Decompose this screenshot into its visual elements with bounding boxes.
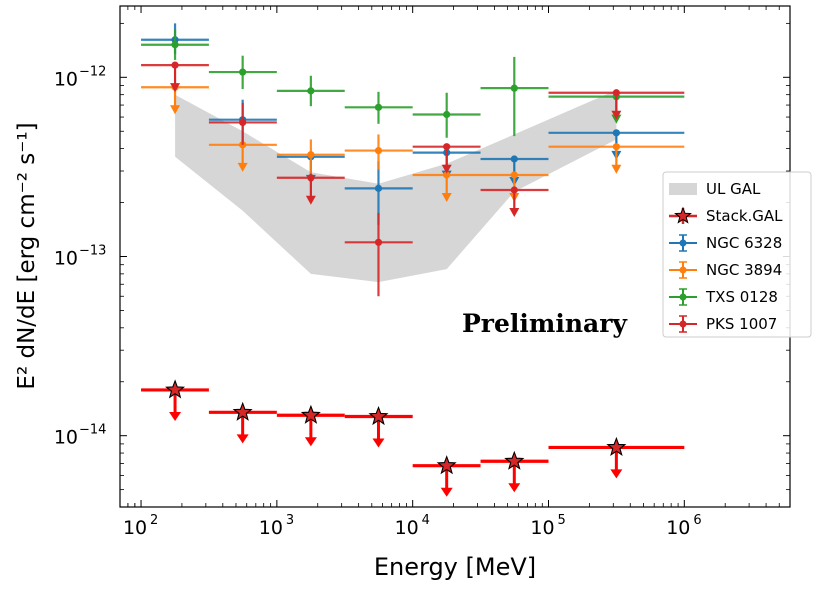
ul-arrow-pks-1007-2	[305, 195, 316, 205]
point-pks-1007-6	[612, 89, 620, 97]
ul-arrow-stack-gal-4	[440, 487, 453, 497]
ul-arrow-pks-1007-5	[509, 208, 520, 218]
legend-entries: UL GAL Stack.GAL NGC 6328 NGC 3894 TXS 0128 P…	[669, 180, 783, 333]
x-tick-exp-4: 4	[422, 513, 430, 528]
legend-swatch-dot	[679, 239, 687, 247]
x-tick-label-4: 10	[395, 517, 419, 539]
preliminary-annotation: Preliminary	[462, 309, 628, 338]
legend-label-ngc-3894: NGC 3894	[706, 261, 782, 279]
x-tick-exp-3: 3	[286, 513, 294, 528]
ul-arrow-pks-1007-4	[441, 164, 452, 174]
ul-gal-band-layer	[175, 90, 617, 283]
star-point-1	[232, 401, 253, 421]
ul-arrow-stack-gal-1	[236, 434, 249, 444]
star-point-4	[436, 455, 457, 475]
legend-entry-ngc-3894: NGC 3894	[669, 261, 782, 279]
legend-label-stack-gal: Stack.GAL	[706, 207, 783, 225]
ul-arrow-pks-1007-6	[611, 110, 622, 120]
x-tick-label-5: 10	[530, 517, 554, 539]
point-ngc-3894-4	[443, 171, 451, 179]
x-tick-label-6: 10	[666, 517, 690, 539]
y-tick-label--13: 10	[54, 248, 78, 270]
series-layer	[141, 23, 685, 497]
x-tick-label-2: 10	[123, 517, 147, 539]
point-ngc-3894-5	[510, 171, 518, 179]
y-tick-exp--12: −12	[79, 64, 106, 79]
ul-arrow-ngc-3894-4	[441, 192, 452, 202]
point-ngc-6328-6	[612, 129, 620, 137]
point-txs-0128-2	[307, 87, 315, 95]
ul-arrow-stack-gal-6	[610, 469, 623, 479]
x-tick-exp-6: 6	[693, 513, 701, 528]
ul-arrow-ngc-3894-6	[611, 164, 622, 174]
legend-entry-ngc-6328: NGC 6328	[669, 234, 782, 252]
point-pks-1007-2	[307, 174, 315, 182]
point-txs-0128-5	[510, 84, 518, 92]
ul-gal-band	[175, 90, 617, 283]
legend-label-pks-1007: PKS 1007	[706, 315, 777, 333]
series-pks-1007	[141, 61, 685, 297]
legend-label-txs-0128: TXS 0128	[705, 288, 778, 306]
x-tick-label-3: 10	[259, 517, 283, 539]
point-ngc-6328-3	[374, 184, 383, 192]
ul-arrow-stack-gal-0	[169, 411, 182, 421]
legend-label-ul-gal: UL GAL	[706, 180, 761, 198]
point-txs-0128-3	[374, 103, 383, 111]
y-tick-label--14: 10	[54, 427, 78, 449]
star-point-5	[504, 450, 525, 470]
legend-swatch-star	[674, 206, 692, 224]
legend-swatch-band	[669, 183, 697, 195]
x-tick-exp-5: 5	[557, 513, 565, 528]
point-pks-1007-4	[443, 143, 451, 151]
point-pks-1007-5	[510, 186, 518, 194]
point-ngc-3894-2	[307, 151, 315, 159]
point-pks-1007-0	[171, 61, 179, 69]
y-axis-label: E² dN/dE [erg cm⁻² s⁻¹]	[14, 122, 40, 389]
legend-swatch-dot	[679, 320, 687, 328]
legend-entry-stack-gal: Stack.GAL	[669, 206, 783, 225]
star-point-2	[300, 404, 321, 424]
legend-swatch-dot	[679, 266, 687, 274]
legend-entry-txs-0128: TXS 0128	[669, 288, 778, 306]
ul-arrow-stack-gal-2	[304, 437, 317, 447]
star-point-6	[606, 436, 627, 456]
legend-label-ngc-6328: NGC 6328	[706, 234, 782, 252]
point-ngc-3894-6	[612, 143, 620, 151]
ul-arrow-stack-gal-5	[508, 483, 521, 493]
ul-arrow-ngc-3894-0	[170, 105, 181, 115]
legend-entry-ul-gal: UL GAL	[669, 180, 761, 198]
ul-arrow-ngc-3894-1	[237, 162, 248, 172]
legend: UL GAL Stack.GAL NGC 6328 NGC 3894 TXS 0128 P…	[662, 171, 812, 338]
ul-arrow-pks-1007-0	[170, 83, 181, 93]
x-axis-label: Energy [MeV]	[374, 553, 536, 581]
point-txs-0128-1	[239, 68, 247, 76]
series-ngc-3894	[141, 83, 685, 202]
ul-arrow-stack-gal-3	[372, 438, 385, 448]
point-pks-1007-3	[374, 238, 383, 246]
point-txs-0128-4	[443, 110, 451, 119]
point-ngc-3894-3	[374, 146, 383, 155]
x-tick-exp-2: 2	[150, 513, 158, 528]
y-tick-label--12: 10	[54, 68, 78, 90]
y-tick-exp--14: −14	[79, 423, 106, 438]
legend-swatch-dot	[679, 293, 687, 301]
point-ngc-6328-5	[510, 155, 518, 163]
point-txs-0128-0	[171, 41, 179, 49]
legend-entry-pks-1007: PKS 1007	[669, 315, 777, 333]
point-pks-1007-1	[239, 118, 247, 127]
legend-frame	[662, 171, 812, 338]
star-point-3	[368, 405, 389, 426]
series-stack-gal	[141, 379, 685, 497]
y-tick-exp--13: −13	[79, 244, 106, 259]
star-point-0	[165, 379, 186, 399]
